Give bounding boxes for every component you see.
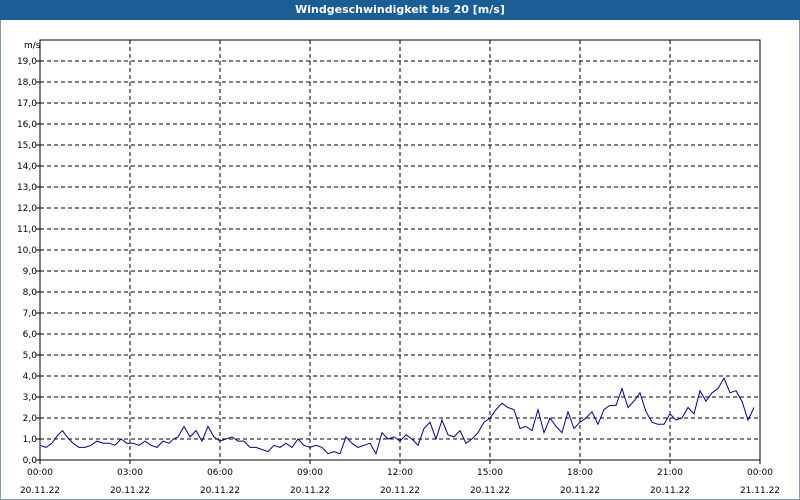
y-tick-label: 10,0 [17,246,37,256]
x-tick-time-label: 06:00 [207,468,233,478]
y-tick-label: 4,0 [23,372,38,382]
x-tick-date-label: 20.11.22 [380,486,420,496]
y-axis: m/s 0,0 1,0 2,0 3,0 4,0 5,0 6,0 7,0 8,0 9,0 10,0 11… [17,41,41,466]
y-tick-label: 19,0 [17,57,37,67]
y-tick-label: 1,0 [23,435,38,445]
y-tick-label: 11,0 [17,225,37,235]
x-tick-date-label: 20.11.22 [110,486,150,496]
y-tick-label: 0,0 [23,456,38,466]
x-tick-date-label: 20.11.22 [560,486,600,496]
x-tick-time-label: 00:00 [747,468,773,478]
y-tick-label: 7,0 [23,309,38,319]
y-tick-label: 13,0 [17,183,37,193]
x-tick-date-label: 20.11.22 [290,486,330,496]
y-tick-label: 15,0 [17,141,37,151]
y-tick-label: 18,0 [17,78,37,88]
x-tick-date-label: 21.11.22 [740,486,780,496]
x-tick-time-label: 00:00 [27,468,53,478]
y-tick-label: 3,0 [23,393,38,403]
x-tick-date-label: 20.11.22 [200,486,240,496]
y-tick-label: 16,0 [17,120,37,130]
x-tick-date-label: 20.11.22 [470,486,510,496]
y-tick-label: 14,0 [17,162,37,172]
y-tick-label: 8,0 [23,288,38,298]
y-tick-label: 9,0 [23,267,38,277]
y-tick-label: 12,0 [17,204,37,214]
y-tick-label: 2,0 [23,414,38,424]
x-axis: 00:00 20.11.22 03:00 20.11.22 06:00 20.11.22 0… [20,460,780,496]
x-tick-time-label: 21:00 [657,468,683,478]
x-tick-time-label: 15:00 [477,468,503,478]
y-tick-label: 5,0 [23,351,38,361]
x-tick-time-label: 18:00 [567,468,593,478]
x-tick-time-label: 09:00 [297,468,323,478]
series-line-wind-speed [39,376,755,455]
x-tick-time-label: 03:00 [117,468,143,478]
x-tick-date-label: 20.11.22 [650,486,690,496]
x-tick-date-label: 20.11.22 [20,486,60,496]
grid-lines [40,40,760,460]
x-tick-time-label: 12:00 [387,468,413,478]
series-group [39,376,755,455]
y-tick-label: 17,0 [17,99,37,109]
chart-title: Windgeschwindigkeit bis 20 [m/s] [0,0,800,20]
y-axis-label: m/s [24,41,41,51]
y-tick-label: 6,0 [23,330,38,340]
